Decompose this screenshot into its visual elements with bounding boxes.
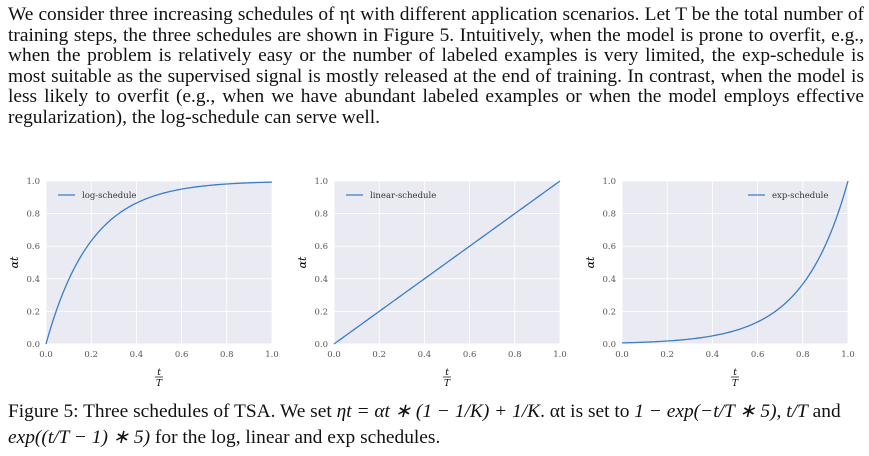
x-label-denominator: T	[732, 379, 739, 389]
linear-formula: t/T	[786, 401, 808, 422]
linear-schedule-plot: 0.0 0.2 0.4 0.6 0.8 1.00.00.20.40.60.81.0tTαt…	[296, 177, 567, 389]
x-tick-label: 0.8	[508, 350, 522, 360]
y-tick-label: 0.2	[26, 307, 40, 317]
x-tick-label: 0.4	[418, 350, 432, 360]
figure-label: Figure 5:	[8, 401, 79, 422]
x-tick-label: 0.6	[751, 350, 765, 360]
caption-text-1: Three schedules of TSA. We set	[83, 401, 332, 422]
legend-label: exp-schedule	[772, 191, 828, 201]
y-tick-label: 1.0	[26, 177, 40, 187]
x-tick-label: 0.2	[660, 350, 674, 360]
y-tick-label: 0.8	[602, 210, 616, 220]
x-tick-label: 0.6	[175, 350, 189, 360]
x-tick-label: 0.8	[796, 350, 810, 360]
y-tick-label: 0.2	[602, 307, 616, 317]
series-line	[45, 181, 273, 345]
caption-text-4: for the log, linear and exp schedules.	[154, 427, 441, 448]
y-axis-label: αt	[584, 256, 597, 268]
series-line	[333, 180, 561, 345]
y-tick-label: 0.4	[26, 275, 40, 285]
x-axis-label: tT	[443, 368, 451, 389]
y-tick-label: 0.0	[26, 340, 40, 350]
x-tick-label: 0.0	[39, 350, 53, 360]
x-tick-label: 0.8	[220, 350, 234, 360]
y-tick-label: 0.4	[314, 275, 328, 285]
legend-label: linear-schedule	[370, 191, 436, 201]
eta-formula: ηt = αt ∗ (1 − 1/K) + 1/K	[336, 401, 541, 422]
x-tick-label: 0.6	[463, 350, 477, 360]
x-axis-label: tT	[731, 368, 739, 389]
y-tick-label: 0.0	[314, 340, 328, 350]
x-tick-label: 0.0	[327, 350, 341, 360]
log-formula: 1 − exp(−t/T ∗ 5)	[634, 401, 777, 422]
plot-background	[46, 181, 272, 344]
x-tick-label: 0.2	[372, 350, 386, 360]
body-paragraph: We consider three increasing schedules o…	[8, 4, 864, 128]
caption-text-3: and	[812, 401, 841, 422]
caption-text-2: . αt is set to	[540, 401, 630, 422]
y-tick-label: 1.0	[602, 177, 616, 187]
y-tick-label: 1.0	[314, 177, 328, 187]
x-label-numerator: t	[157, 368, 161, 378]
y-tick-label: 0.2	[314, 307, 328, 317]
legend: log-schedule	[58, 191, 136, 201]
y-tick-label: 0.4	[602, 275, 616, 285]
legend: exp-schedule	[748, 191, 828, 201]
legend: linear-schedule	[346, 191, 436, 201]
x-tick-label: 0.4	[706, 350, 720, 360]
x-label-numerator: t	[733, 368, 737, 378]
series-line	[621, 180, 849, 344]
x-tick-label: 0.4	[130, 350, 144, 360]
log-schedule-plot: 0.0 0.2 0.4 0.6 0.8 1.00.00.20.40.60.81.0tTαt…	[8, 177, 279, 389]
x-label-denominator: T	[156, 379, 163, 389]
y-axis-label: αt	[8, 256, 21, 268]
x-tick-label: 0.0	[615, 350, 629, 360]
y-tick-label: 0.6	[602, 242, 616, 252]
legend-label: log-schedule	[82, 191, 136, 201]
exp-schedule-plot: 0.0 0.2 0.4 0.6 0.8 1.00.00.20.40.60.81.0tTαt…	[584, 177, 855, 389]
x-axis-label: tT	[155, 368, 163, 389]
plot-background	[622, 181, 848, 344]
exp-formula: exp((t/T − 1) ∗ 5)	[8, 427, 151, 448]
y-tick-label: 0.6	[314, 242, 328, 252]
x-tick-label: 1.0	[841, 350, 855, 360]
x-label-denominator: T	[444, 379, 451, 389]
y-tick-label: 0.8	[314, 210, 328, 220]
x-label-numerator: t	[445, 368, 449, 378]
x-tick-label: 1.0	[265, 350, 279, 360]
x-tick-label: 0.2	[84, 350, 98, 360]
x-tick-label: 1.0	[553, 350, 567, 360]
y-tick-label: 0.8	[26, 210, 40, 220]
y-tick-label: 0.0	[602, 340, 616, 350]
y-axis-label: αt	[296, 256, 309, 268]
y-tick-label: 0.6	[26, 242, 40, 252]
figure-caption: Figure 5: Three schedules of TSA. We set…	[8, 401, 841, 448]
